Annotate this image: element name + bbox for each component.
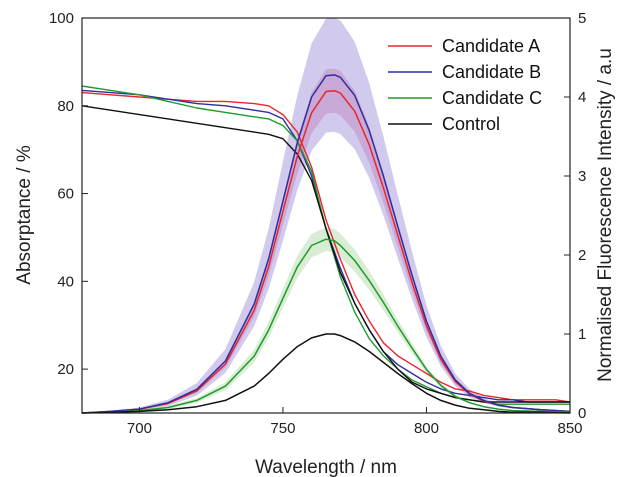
y-left-tick-label: 80 bbox=[57, 98, 74, 115]
legend-label: Candidate C bbox=[442, 88, 542, 108]
y-axis-left: 20 40 60 80 100 bbox=[49, 10, 88, 378]
y-axis-right: 0 1 2 3 4 5 bbox=[564, 10, 586, 422]
legend-label: Candidate B bbox=[442, 62, 541, 82]
y-right-tick-label: 1 bbox=[578, 326, 586, 343]
candidate-b-fluorescence-line bbox=[81, 74, 571, 414]
y-right-tick-label: 2 bbox=[578, 247, 586, 264]
x-tick-label: 850 bbox=[557, 420, 582, 437]
x-tick-label: 800 bbox=[414, 420, 439, 437]
candidate-c-fluorescence-line bbox=[81, 238, 571, 414]
legend-label: Candidate A bbox=[442, 36, 540, 56]
x-tick-label: 700 bbox=[127, 420, 152, 437]
legend-label: Control bbox=[442, 114, 500, 134]
x-axis: 700 750 800 850 bbox=[127, 407, 583, 437]
control-absorptance-line bbox=[81, 105, 570, 403]
legend: Candidate A Candidate B Candidate C Control bbox=[388, 36, 542, 134]
candidate-c-fluorescence-band bbox=[82, 227, 570, 413]
y-left-tick-label: 60 bbox=[57, 186, 74, 203]
fluorescence-lines bbox=[81, 74, 571, 414]
y-right-tick-label: 3 bbox=[578, 168, 586, 185]
candidate-a-fluorescence-line bbox=[81, 89, 571, 414]
candidate-b-fluorescence-band bbox=[82, 18, 570, 413]
absorptance-lines bbox=[81, 85, 571, 405]
candidate-c-absorptance-line bbox=[81, 85, 570, 405]
x-axis-title: Wavelength / nm bbox=[255, 457, 397, 477]
plot-frame bbox=[81, 17, 571, 414]
y-axis-right-title: Normalised Fluorescence Intensity / a.u bbox=[595, 48, 616, 382]
candidate-a-absorptance-line bbox=[81, 91, 571, 403]
fluorescence-bands bbox=[82, 18, 570, 413]
control-fluorescence-line bbox=[81, 333, 571, 414]
y-right-tick-label: 4 bbox=[578, 89, 586, 106]
y-right-tick-label: 5 bbox=[578, 10, 586, 27]
x-tick-label: 750 bbox=[270, 420, 295, 437]
y-left-tick-label: 40 bbox=[57, 273, 74, 290]
y-right-tick-label: 0 bbox=[578, 405, 586, 422]
y-axis-left-title: Absorptance / % bbox=[14, 145, 35, 285]
y-left-tick-label: 20 bbox=[57, 361, 74, 378]
y-left-tick-label: 100 bbox=[49, 10, 74, 27]
